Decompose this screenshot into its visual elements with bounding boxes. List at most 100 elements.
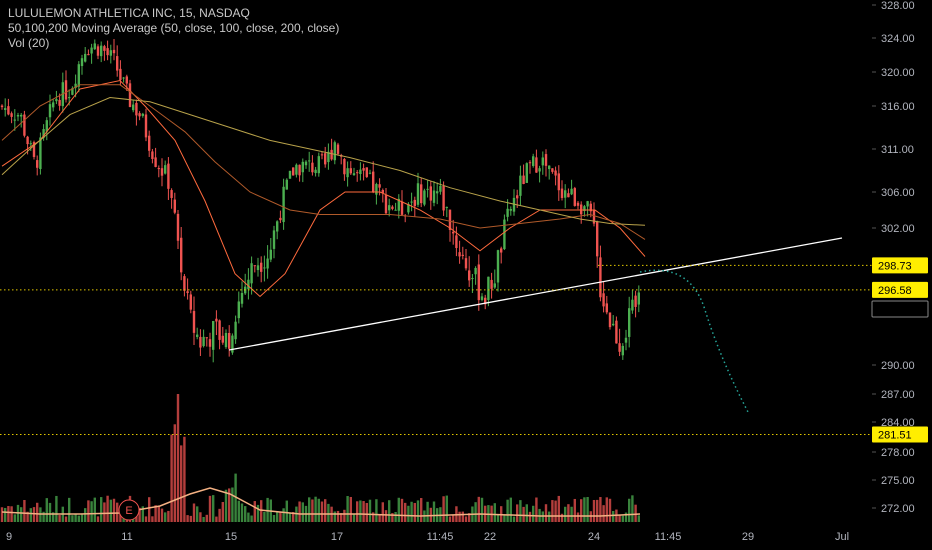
candle-body bbox=[580, 204, 583, 215]
volume-bar bbox=[260, 500, 263, 522]
volume-bar bbox=[624, 512, 628, 522]
volume-bar bbox=[138, 507, 141, 522]
volume-bar bbox=[45, 498, 48, 522]
volume-bar bbox=[93, 497, 96, 522]
candle-body bbox=[442, 185, 445, 211]
volume-bar bbox=[349, 496, 352, 522]
candle-body bbox=[375, 184, 378, 195]
candle-body bbox=[141, 113, 144, 116]
volume-bar bbox=[496, 513, 500, 522]
candle-body bbox=[605, 303, 608, 313]
time-tick-label: 22 bbox=[484, 531, 496, 543]
candle-body bbox=[429, 186, 432, 201]
volume-bar bbox=[183, 436, 186, 522]
volume-bar bbox=[4, 507, 7, 522]
candle-body bbox=[292, 167, 295, 176]
volume-bar bbox=[525, 504, 528, 522]
volume-bar bbox=[535, 497, 538, 522]
candle-body bbox=[356, 172, 359, 174]
ma-legend[interactable]: 50,100,200 Moving Average (50, close, 10… bbox=[8, 21, 340, 35]
candle-body bbox=[416, 183, 420, 205]
candle-body bbox=[208, 339, 212, 347]
candle-body bbox=[624, 337, 628, 343]
volume-bar bbox=[532, 505, 535, 522]
candle-body bbox=[448, 209, 452, 230]
candle-body bbox=[333, 142, 336, 161]
candle-body bbox=[164, 165, 167, 174]
candle-body bbox=[23, 114, 26, 136]
volume-bar bbox=[237, 500, 240, 522]
volume-bar bbox=[282, 508, 285, 522]
price-tick-label: 275.00 bbox=[881, 475, 915, 487]
volume-bar bbox=[365, 502, 368, 522]
candle-body bbox=[100, 45, 103, 57]
candle-body bbox=[541, 157, 544, 166]
time-tick-label: 11 bbox=[121, 531, 132, 543]
volume-bar bbox=[468, 513, 471, 522]
candle-body bbox=[16, 114, 20, 117]
volume-legend[interactable]: Vol (20) bbox=[8, 36, 50, 50]
candle-body bbox=[288, 170, 292, 179]
volume-bar bbox=[292, 512, 295, 522]
volume-bar bbox=[336, 510, 340, 522]
drawings bbox=[228, 237, 843, 413]
volume-bar bbox=[285, 500, 288, 522]
time-tick-label: 29 bbox=[742, 531, 754, 543]
volume-bar bbox=[154, 505, 157, 522]
candle-body bbox=[116, 56, 119, 71]
volume-bar bbox=[352, 514, 356, 522]
price-tick-label: 306.00 bbox=[881, 187, 915, 199]
volume-bar bbox=[420, 498, 423, 522]
volume-bar bbox=[388, 500, 391, 522]
candle-body bbox=[29, 143, 32, 145]
volume-bar bbox=[391, 513, 394, 522]
candle-body bbox=[330, 149, 333, 160]
candle-body bbox=[36, 160, 39, 168]
candle-body bbox=[346, 168, 349, 178]
candle-body bbox=[407, 204, 410, 213]
candle-body bbox=[570, 188, 573, 195]
ma-100-line bbox=[1, 84, 646, 240]
price-tag: 296.58 bbox=[872, 281, 928, 298]
candle-body bbox=[237, 301, 240, 319]
volume-bar bbox=[480, 497, 484, 522]
volume-bar bbox=[167, 510, 170, 522]
candle-body bbox=[378, 184, 381, 188]
price-tags: 298.73 296.58 12:26 281.51 bbox=[0, 257, 929, 443]
volume-bar bbox=[144, 516, 148, 522]
candle-body bbox=[391, 206, 394, 209]
volume-bar bbox=[32, 507, 36, 522]
volume-bar bbox=[461, 511, 464, 522]
price-tag-bg bbox=[872, 426, 928, 443]
candle-body bbox=[368, 172, 372, 174]
volume-bar bbox=[80, 513, 84, 522]
volume-bar bbox=[317, 498, 320, 522]
volume-bar bbox=[240, 503, 244, 522]
price-tag-bg bbox=[872, 257, 928, 274]
price-tag-label: 281.51 bbox=[878, 429, 912, 441]
candle-body bbox=[295, 164, 298, 175]
volume-bar bbox=[637, 515, 640, 522]
time-axis[interactable]: 9 11 15 17 11:45 22 24 11:45 29 Jul bbox=[6, 531, 849, 543]
volume-bar bbox=[519, 500, 522, 522]
candle-body bbox=[589, 203, 592, 212]
volume-bar bbox=[522, 506, 525, 522]
trendline bbox=[228, 237, 843, 351]
candle-body bbox=[314, 169, 317, 174]
volume-bar bbox=[320, 501, 324, 522]
candle-body bbox=[474, 267, 477, 275]
candle-body bbox=[192, 311, 196, 333]
candle-body bbox=[71, 88, 74, 95]
price-tag: 281.51 bbox=[872, 426, 928, 443]
candle-body bbox=[202, 336, 205, 347]
symbol-title[interactable]: LULULEMON ATHLETICA INC, 15, NASDAQ bbox=[8, 6, 250, 20]
candle-body bbox=[320, 154, 324, 156]
volume-bar bbox=[160, 508, 164, 522]
candle-body bbox=[336, 144, 340, 154]
volume-bar bbox=[173, 424, 176, 522]
candle-body bbox=[317, 156, 320, 174]
volume-bar bbox=[474, 502, 477, 522]
volume-bar bbox=[26, 511, 29, 522]
candle-body bbox=[359, 169, 362, 174]
